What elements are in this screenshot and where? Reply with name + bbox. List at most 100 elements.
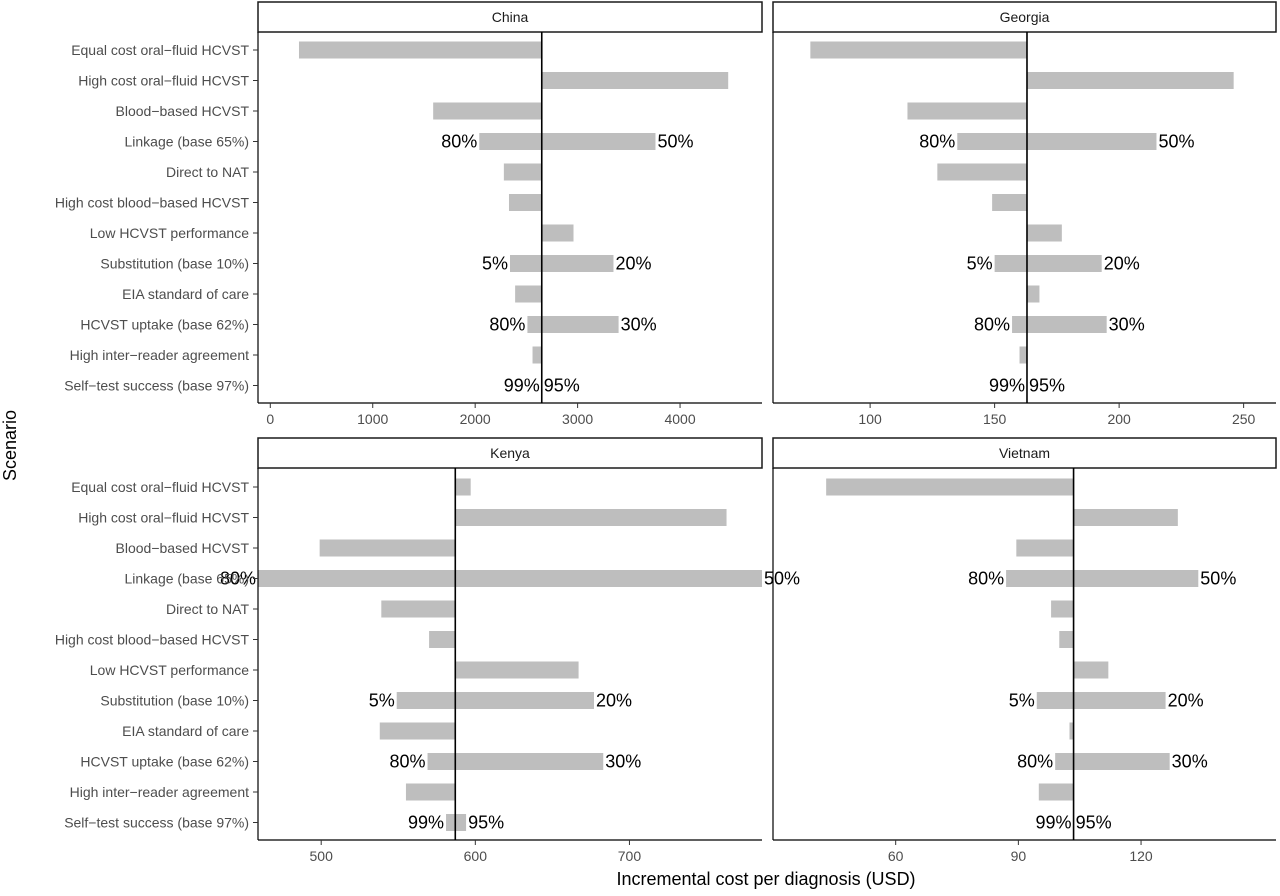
bar-vietnam-1	[1073, 509, 1178, 526]
category-label-kenya-10: High inter−reader agreement	[70, 784, 249, 800]
annotation-low-georgia-3: 80%	[919, 132, 955, 152]
category-label-china-10: High inter−reader agreement	[70, 347, 249, 363]
bar-vietnam-4	[1051, 600, 1074, 618]
bar-kenya-10	[405, 783, 456, 801]
annotation-high-vietnam-9: 30%	[1172, 752, 1208, 772]
annotation-high-vietnam-7: 20%	[1168, 691, 1204, 711]
bar-china-5	[508, 194, 542, 211]
bar-vietnam-5	[1059, 631, 1074, 648]
bar-vietnam-10	[1038, 783, 1074, 801]
annotation-high-china-7: 20%	[615, 254, 651, 274]
category-label-china-7: Substitution (base 10%)	[100, 256, 249, 272]
panel-strip-georgia	[772, 1, 1277, 33]
bar-georgia-5	[992, 194, 1027, 211]
x-axis-title: Incremental cost per diagnosis (USD)	[616, 869, 915, 889]
bar-vietnam-8	[1069, 722, 1074, 740]
bar-kenya-1	[455, 509, 727, 526]
annotation-low-georgia-9: 80%	[974, 315, 1010, 335]
category-label-kenya-7: Substitution (base 10%)	[100, 693, 249, 709]
bar-china-1	[541, 72, 729, 89]
panel-georgia: Georgia 80% 50% 5% 20% 80% 30% 99% 95% 100 150 200 2…	[772, 1, 1277, 427]
category-label-kenya-1: High cost oral−fluid HCVST	[78, 510, 249, 526]
annotation-high-china-3: 50%	[657, 132, 693, 152]
bar-vietnam-7	[1036, 692, 1166, 709]
bar-georgia-9	[1012, 316, 1107, 333]
annotation-high-georgia-11: 95%	[1029, 376, 1065, 396]
bar-kenya-2	[319, 539, 456, 557]
annotation-high-kenya-7: 20%	[596, 691, 632, 711]
x-tick-label-vietnam-2: 120	[1129, 848, 1153, 864]
x-tick-label-georgia-0: 100	[858, 411, 882, 427]
annotation-low-georgia-7: 5%	[967, 254, 993, 274]
bar-vietnam-6	[1073, 661, 1109, 679]
annotation-low-vietnam-7: 5%	[1009, 691, 1035, 711]
bar-georgia-7	[994, 255, 1102, 272]
annotation-low-china-9: 80%	[489, 315, 525, 335]
x-tick-label-georgia-2: 200	[1107, 411, 1131, 427]
panel-title-vietnam: Vietnam	[999, 445, 1050, 461]
annotation-low-china-3: 80%	[441, 132, 477, 152]
bar-kenya-8	[379, 722, 456, 740]
bar-georgia-3	[957, 133, 1157, 150]
bar-kenya-7	[396, 692, 594, 709]
annotation-low-vietnam-11: 99%	[1036, 813, 1072, 833]
x-tick-label-vietnam-1: 90	[1011, 848, 1027, 864]
x-tick-label-vietnam-0: 60	[888, 848, 904, 864]
category-label-kenya-4: Direct to NAT	[166, 601, 249, 617]
annotation-high-georgia-9: 30%	[1109, 315, 1145, 335]
bar-china-9	[527, 316, 619, 333]
panel-title-china: China	[492, 9, 529, 25]
category-label-china-9: HCVST uptake (base 62%)	[80, 317, 249, 333]
category-label-kenya-2: Blood−based HCVST	[116, 540, 250, 556]
bar-china-7	[510, 255, 614, 272]
category-label-china-8: EIA standard of care	[122, 286, 249, 302]
panel-title-kenya: Kenya	[490, 445, 530, 461]
bar-china-6	[541, 224, 574, 242]
category-label-china-2: Blood−based HCVST	[116, 103, 250, 119]
bar-kenya-9	[427, 753, 604, 770]
category-label-kenya-11: Self−test success (base 97%)	[64, 815, 249, 831]
bar-vietnam-9	[1055, 753, 1170, 770]
category-label-kenya-8: EIA standard of care	[122, 723, 249, 739]
category-label-china-5: High cost blood−based HCVST	[55, 195, 250, 211]
x-tick-label-china-1: 1000	[357, 411, 388, 427]
annotation-high-kenya-11: 95%	[468, 813, 504, 833]
annotation-low-kenya-11: 99%	[408, 813, 444, 833]
category-label-china-1: High cost oral−fluid HCVST	[78, 73, 249, 89]
annotation-high-georgia-7: 20%	[1104, 254, 1140, 274]
bar-georgia-10	[1019, 346, 1027, 364]
bar-georgia-2	[907, 102, 1027, 120]
bar-georgia-0	[810, 41, 1027, 59]
x-tick-label-kenya-2: 700	[618, 848, 642, 864]
bar-china-0	[298, 41, 542, 59]
panel-china: China 80% 50% 5% 20% 80% 30% 99% 95% 0 1000 2000 300…	[55, 1, 763, 427]
bar-kenya-6	[455, 661, 579, 679]
x-tick-label-china-2: 2000	[460, 411, 491, 427]
annotation-high-kenya-3: 50%	[764, 569, 800, 589]
category-label-china-3: Linkage (base 65%)	[124, 134, 249, 150]
bar-georgia-8	[1026, 285, 1040, 303]
annotation-low-georgia-11: 99%	[989, 376, 1025, 396]
x-tick-label-china-3: 3000	[562, 411, 593, 427]
bar-georgia-1	[1026, 72, 1234, 89]
annotation-low-china-11: 99%	[504, 376, 540, 396]
panel-kenya: Kenya 80% 50% 5% 20% 80% 30% 99% 95% 500 600 700 Equ…	[55, 437, 800, 864]
bar-china-3	[479, 133, 656, 150]
annotation-high-georgia-3: 50%	[1158, 132, 1194, 152]
category-label-kenya-9: HCVST uptake (base 62%)	[80, 754, 249, 770]
panel-title-georgia: Georgia	[1000, 9, 1050, 25]
annotation-high-china-11: 95%	[544, 376, 580, 396]
bar-china-10	[532, 346, 542, 364]
x-tick-label-kenya-0: 500	[310, 848, 334, 864]
annotation-low-vietnam-3: 80%	[968, 569, 1004, 589]
bar-kenya-3	[258, 570, 762, 587]
category-label-china-6: Low HCVST performance	[90, 225, 249, 241]
category-label-kenya-0: Equal cost oral−fluid HCVST	[71, 479, 249, 495]
annotation-low-china-7: 5%	[482, 254, 508, 274]
x-tick-label-georgia-1: 150	[983, 411, 1007, 427]
x-tick-label-georgia-3: 250	[1232, 411, 1256, 427]
annotation-low-kenya-3: 80%	[220, 569, 256, 589]
bar-china-4	[503, 163, 542, 181]
